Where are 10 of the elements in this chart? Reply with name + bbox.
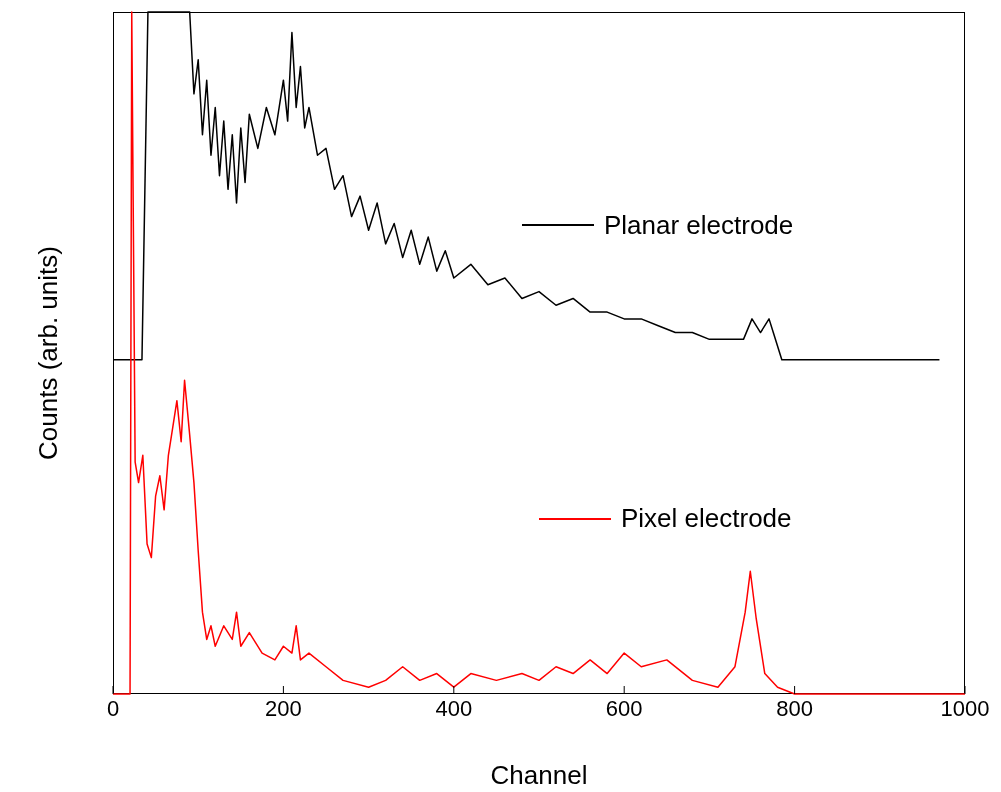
legend-label: Planar electrode [603, 209, 794, 241]
legend-label: Pixel electrode [621, 503, 792, 535]
x-axis-title: Channel [490, 760, 588, 790]
x-tick-label: 600 [605, 695, 643, 721]
x-tick-label: 800 [776, 695, 813, 721]
x-tick-label: 400 [435, 695, 473, 721]
x-tick-label: 200 [265, 695, 302, 721]
y-axis-title: Counts (arb. units) [32, 246, 63, 460]
x-tick-label: 0 [106, 695, 120, 721]
x-tick-label: 1000 [940, 695, 990, 721]
